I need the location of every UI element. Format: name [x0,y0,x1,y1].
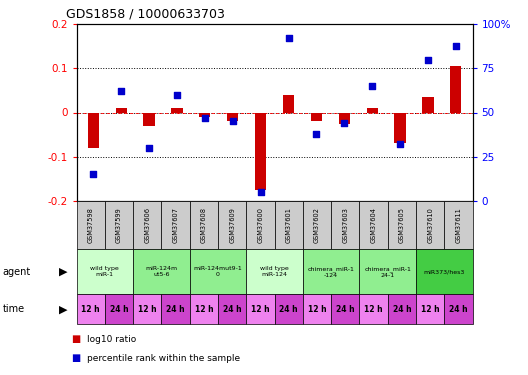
Text: log10 ratio: log10 ratio [87,335,136,344]
Text: 24 h: 24 h [166,305,185,314]
Text: GSM37610: GSM37610 [427,207,433,243]
Text: time: time [3,304,25,314]
Text: GSM37611: GSM37611 [456,207,461,243]
Text: percentile rank within the sample: percentile rank within the sample [87,354,240,363]
Text: GSM37604: GSM37604 [371,207,376,243]
Text: 24 h: 24 h [110,305,128,314]
Bar [311,112,322,122]
Bar [283,95,294,112]
Point [145,145,153,151]
Text: GSM37605: GSM37605 [399,207,405,243]
Text: 12 h: 12 h [421,305,439,314]
Text: ■: ■ [71,353,81,363]
Text: 12 h: 12 h [138,305,157,314]
Bar [338,112,350,123]
Text: 24 h: 24 h [336,305,355,314]
Point [89,171,98,177]
Text: 12 h: 12 h [251,305,270,314]
Bar [144,112,155,126]
Text: GSM37599: GSM37599 [116,207,122,243]
Text: miR-124mut9-1
0: miR-124mut9-1 0 [194,267,242,277]
Text: 24 h: 24 h [279,305,298,314]
Text: GSM37606: GSM37606 [144,207,150,243]
Bar [450,66,461,112]
Point [229,118,237,124]
Point [257,189,265,195]
Text: 24 h: 24 h [392,305,411,314]
Point [451,42,460,48]
Text: 12 h: 12 h [364,305,383,314]
Text: GSM37601: GSM37601 [286,207,291,243]
Point [201,115,209,121]
Text: GSM37603: GSM37603 [342,207,348,243]
Text: GSM37602: GSM37602 [314,207,320,243]
Text: 24 h: 24 h [449,305,468,314]
Text: wild type
miR-1: wild type miR-1 [90,267,119,277]
Text: 12 h: 12 h [308,305,326,314]
Text: GDS1858 / 10000633703: GDS1858 / 10000633703 [66,8,225,21]
Text: ■: ■ [71,334,81,344]
Point [396,141,404,147]
Text: ▶: ▶ [59,267,68,277]
Point [368,83,376,89]
Point [117,88,126,94]
Text: chimera_miR-1
-124: chimera_miR-1 -124 [308,266,355,278]
Text: GSM37608: GSM37608 [201,207,207,243]
Bar [88,112,99,148]
Text: ▶: ▶ [59,304,68,314]
Text: GSM37598: GSM37598 [88,207,93,243]
Point [340,120,348,126]
Text: 24 h: 24 h [223,305,241,314]
Point [173,92,181,98]
Text: 12 h: 12 h [194,305,213,314]
Text: 12 h: 12 h [81,305,100,314]
Bar [422,97,433,112]
Point [312,130,320,136]
Bar [366,108,378,112]
Text: chimera_miR-1
24-1: chimera_miR-1 24-1 [364,266,411,278]
Text: wild type
miR-124: wild type miR-124 [260,267,289,277]
Bar [116,108,127,112]
Point [284,36,293,42]
Text: GSM37600: GSM37600 [258,207,263,243]
Text: miR373/hes3: miR373/hes3 [423,269,465,274]
Bar [255,112,266,190]
Bar [227,112,238,122]
Text: miR-124m
ut5-6: miR-124m ut5-6 [145,267,177,277]
Point [423,57,432,63]
Text: agent: agent [3,267,31,277]
Bar [394,112,406,143]
Text: GSM37607: GSM37607 [173,207,178,243]
Bar [172,108,183,112]
Bar [199,112,211,117]
Text: GSM37609: GSM37609 [229,207,235,243]
